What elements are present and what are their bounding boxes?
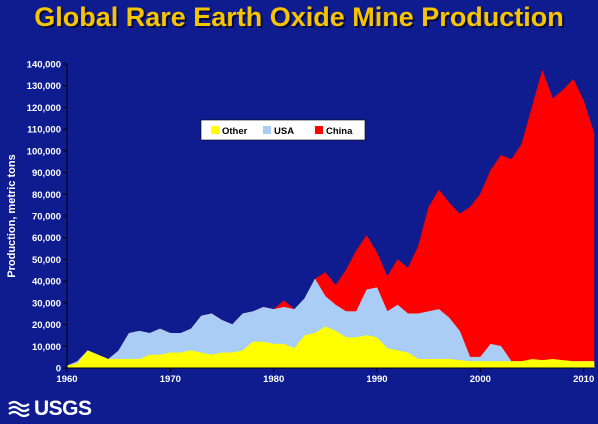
usgs-logo: USGS	[8, 397, 92, 421]
y-tick-label: 20,000	[32, 320, 61, 331]
legend-label-other: Other	[222, 126, 248, 137]
y-tick-label: 90,000	[32, 168, 61, 179]
legend: Other USA China	[200, 119, 366, 141]
chart-title: Global Rare Earth Oxide Mine Production	[34, 2, 564, 32]
y-tick-label: 30,000	[32, 298, 61, 309]
x-tick-label: 1990	[366, 374, 387, 385]
y-tick-label: 40,000	[32, 277, 61, 288]
y-tick-label: 80,000	[32, 190, 61, 201]
y-tick-label: 70,000	[32, 212, 61, 223]
y-tick-label: 100,000	[27, 146, 61, 157]
usgs-logo-text: USGS	[34, 397, 92, 420]
y-tick-label: 110,000	[27, 125, 61, 136]
area-series-other	[66, 326, 595, 369]
legend-swatch-china	[315, 126, 323, 134]
usgs-wave-icon	[8, 400, 30, 418]
x-axis-ticks: 1960 1970 1980 1990 2000 2010	[56, 368, 594, 385]
legend-swatch-other	[211, 126, 219, 134]
x-tick-label: 2010	[573, 374, 594, 385]
y-axis-label: Production, metric tons	[6, 154, 18, 277]
y-tick-label: 140,000	[27, 60, 61, 71]
x-tick-label: 2000	[470, 374, 491, 385]
legend-label-usa: USA	[274, 126, 294, 137]
legend-box	[200, 119, 366, 141]
y-tick-label: 120,000	[27, 103, 61, 114]
y-tick-label: 60,000	[32, 233, 61, 244]
y-axis-ticks: 0 10,000 20,000 30,000 40,000 50,000 60,000 70,…	[27, 60, 67, 375]
y-tick-label: 130,000	[27, 81, 61, 92]
x-tick-label: 1970	[160, 374, 181, 385]
y-tick-label: 50,000	[32, 255, 61, 266]
y-tick-label: 0	[56, 364, 61, 375]
legend-label-china: China	[326, 126, 353, 137]
y-tick-label: 10,000	[32, 342, 61, 353]
legend-swatch-usa	[263, 126, 271, 134]
data-areas	[66, 69, 595, 369]
x-tick-label: 1960	[56, 374, 77, 385]
x-tick-label: 1980	[263, 374, 284, 385]
